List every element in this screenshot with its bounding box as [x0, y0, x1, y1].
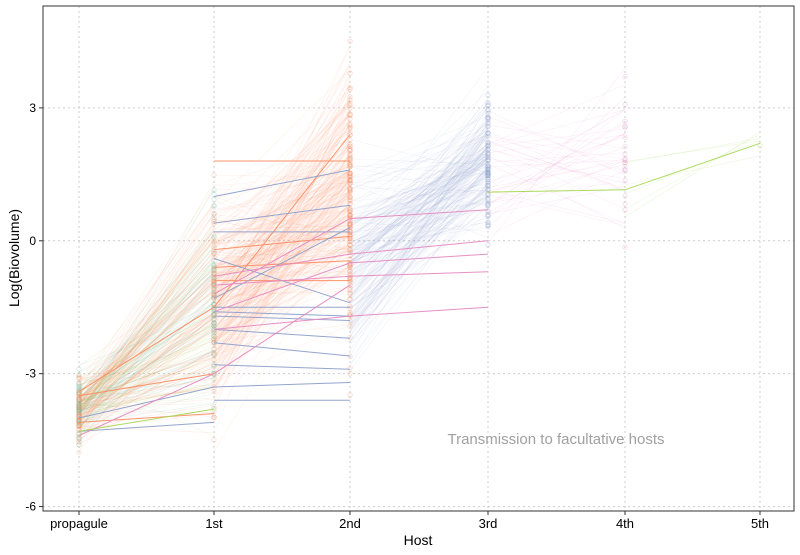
y-tick-label: -3 — [25, 367, 36, 381]
background-trajectories — [79, 46, 760, 452]
background-trajectory — [79, 239, 214, 429]
x-tick-label: 1st — [205, 516, 223, 531]
background-trajectory — [625, 156, 760, 185]
y-axis-label: Log(Biovolume) — [6, 209, 22, 307]
chart-annotation: Transmission to facultative hosts — [447, 431, 664, 448]
x-tick-label: 3rd — [479, 516, 498, 531]
background-trajectory — [625, 141, 760, 162]
x-tick-label: 4th — [616, 516, 634, 531]
y-tick-label: -6 — [25, 500, 36, 514]
background-trajectory — [625, 141, 760, 194]
background-trajectory — [488, 190, 625, 224]
x-tick-label: 2nd — [339, 516, 361, 531]
x-tick-label: 5th — [751, 516, 769, 531]
x-axis-label: Host — [404, 532, 433, 548]
x-axis-ticks: propagule 1st 2nd 3rd 4th 5th — [50, 511, 769, 531]
background-trajectory — [488, 170, 625, 235]
y-axis-ticks: -6 -3 0 3 — [25, 101, 43, 514]
background-trajectory — [625, 134, 760, 209]
y-tick-label: 0 — [29, 234, 36, 248]
background-trajectory — [625, 132, 760, 217]
y-tick-label: 3 — [29, 101, 36, 115]
background-trajectory — [488, 110, 625, 146]
x-tick-label: propagule — [50, 516, 108, 531]
